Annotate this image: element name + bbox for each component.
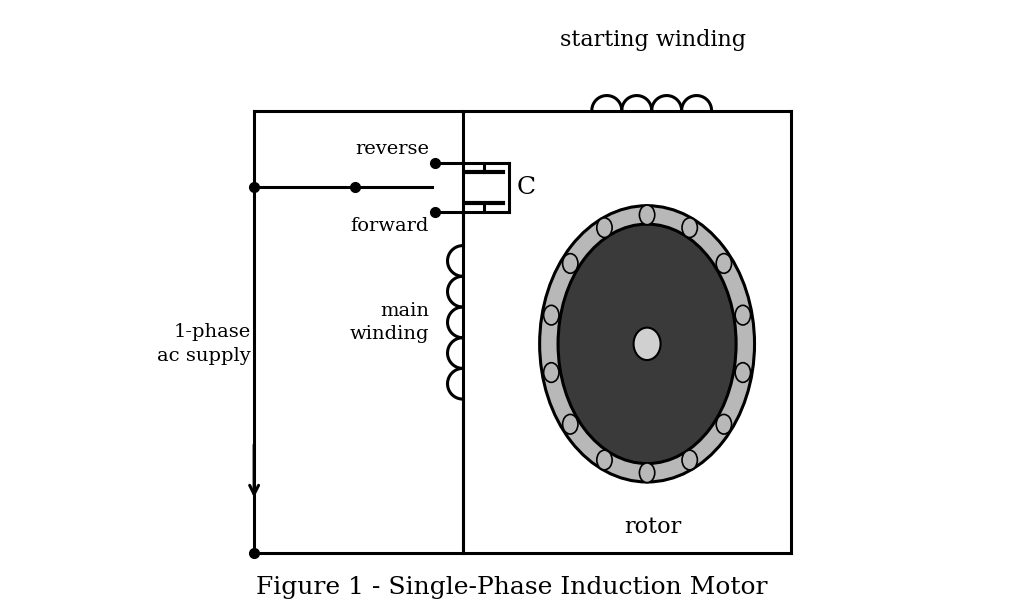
- Ellipse shape: [634, 328, 660, 360]
- Ellipse shape: [735, 363, 751, 383]
- Ellipse shape: [562, 254, 578, 273]
- Text: rotor: rotor: [625, 516, 682, 538]
- Ellipse shape: [735, 305, 751, 325]
- Ellipse shape: [544, 363, 559, 383]
- Ellipse shape: [597, 218, 612, 238]
- Ellipse shape: [540, 206, 755, 482]
- Text: reverse: reverse: [355, 140, 429, 158]
- Ellipse shape: [716, 414, 731, 434]
- Ellipse shape: [597, 450, 612, 470]
- Ellipse shape: [639, 205, 654, 225]
- Text: Figure 1 - Single-Phase Induction Motor: Figure 1 - Single-Phase Induction Motor: [256, 576, 768, 599]
- Ellipse shape: [544, 305, 559, 325]
- Ellipse shape: [562, 414, 578, 434]
- Ellipse shape: [682, 218, 697, 238]
- Text: C: C: [516, 176, 536, 199]
- Ellipse shape: [639, 463, 654, 483]
- Ellipse shape: [682, 450, 697, 470]
- Ellipse shape: [716, 254, 731, 273]
- Ellipse shape: [558, 224, 736, 464]
- Text: main
winding: main winding: [349, 301, 429, 343]
- Text: starting winding: starting winding: [560, 29, 746, 51]
- Text: 1-phase
ac supply: 1-phase ac supply: [158, 323, 251, 365]
- Text: forward: forward: [351, 217, 429, 235]
